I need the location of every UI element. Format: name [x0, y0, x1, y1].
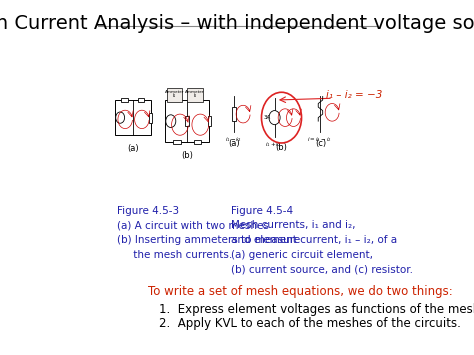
Bar [115, 100, 151, 135]
Bar [188, 88, 203, 102]
Circle shape [269, 110, 280, 125]
Text: (c): (c) [315, 139, 326, 148]
Text: Mesh Current Analysis – with independent voltage source: Mesh Current Analysis – with independent… [0, 14, 474, 33]
Text: 1.  Express element voltages as functions of the mesh currents.: 1. Express element voltages as functions… [159, 302, 474, 316]
Text: 3A: 3A [264, 115, 271, 120]
Bar [121, 98, 128, 102]
Text: 2.  Apply KVL to each of the meshes of the circuits.: 2. Apply KVL to each of the meshes of th… [159, 317, 461, 330]
Text: $i=i_1-i_2$: $i=i_1-i_2$ [307, 135, 331, 144]
Text: (a): (a) [127, 144, 138, 153]
Bar [193, 140, 201, 144]
Bar [208, 116, 211, 126]
Text: i₂: i₂ [193, 93, 197, 98]
Text: i₁ – i₂ = −3: i₁ – i₂ = −3 [326, 90, 383, 100]
Circle shape [116, 112, 125, 123]
Text: To write a set of mesh equations, we do two things:: To write a set of mesh equations, we do … [148, 285, 453, 298]
Text: Figure 4.5-3
(a) A circuit with two meshes
(b) Inserting ammeters to measure
   : Figure 4.5-3 (a) A circuit with two mesh… [118, 206, 301, 260]
Bar [173, 140, 181, 144]
Bar [232, 107, 236, 121]
Bar [149, 113, 153, 122]
Bar [167, 88, 182, 102]
Text: (b): (b) [275, 143, 287, 152]
Bar [137, 98, 145, 102]
Text: (b): (b) [181, 151, 193, 160]
Text: $i_1+i_2$: $i_1+i_2$ [265, 140, 282, 149]
Circle shape [166, 115, 176, 127]
Text: i₁: i₁ [173, 93, 176, 98]
Text: Ammeter: Ammeter [164, 89, 184, 94]
Text: Figure 4.5-4
Mesh currents, i₁ and i₂,
and element current, i₁ – i₂, of a
(a) ge: Figure 4.5-4 Mesh currents, i₁ and i₂, a… [231, 206, 413, 275]
Text: $i_1-i_2$: $i_1-i_2$ [225, 135, 241, 144]
Text: Ammeter: Ammeter [185, 89, 205, 94]
Text: (a): (a) [228, 139, 240, 148]
Bar [185, 116, 189, 126]
Bar [164, 100, 209, 142]
